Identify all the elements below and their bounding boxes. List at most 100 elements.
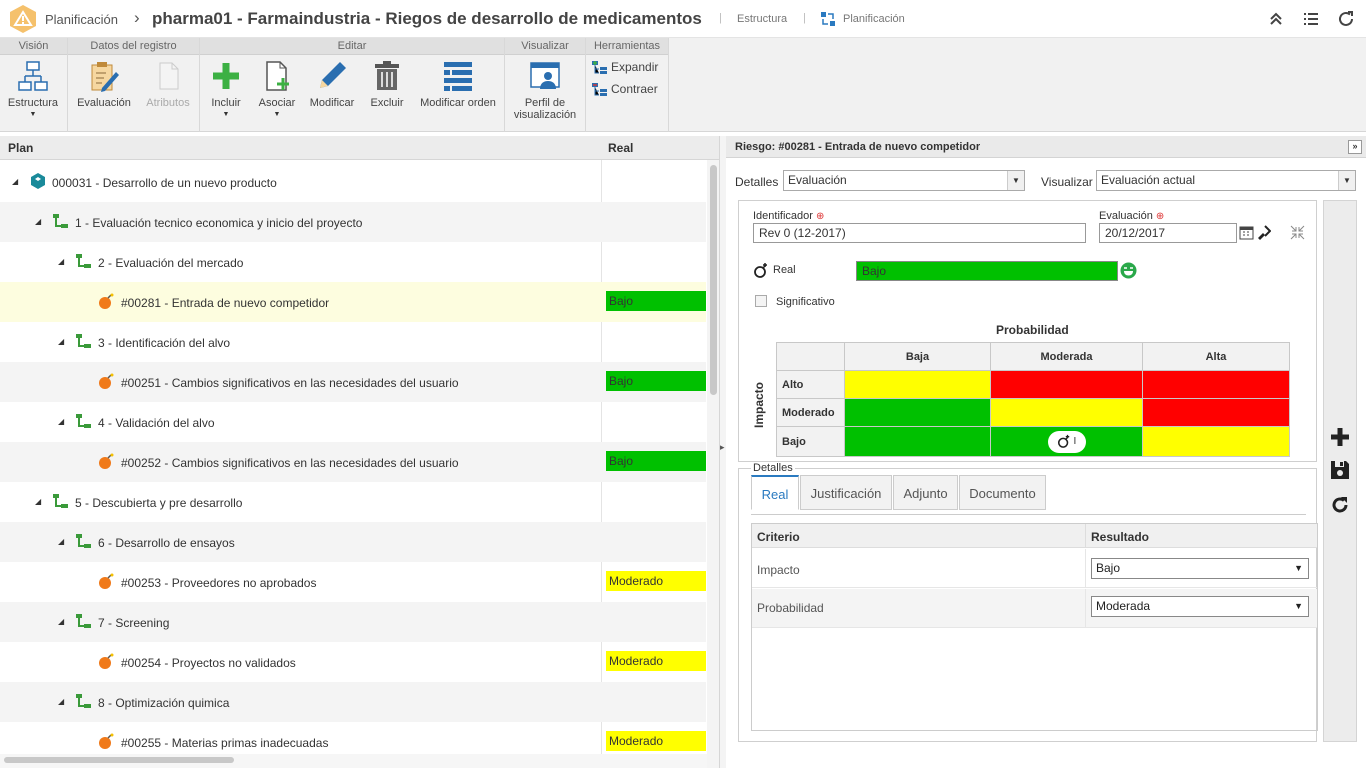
column-header-real[interactable]: Real bbox=[608, 141, 634, 155]
clear-brush-icon[interactable] bbox=[1256, 225, 1271, 240]
atributos-button[interactable]: Atributos bbox=[140, 60, 196, 109]
collapse-arrow-icon[interactable]: ◢ bbox=[12, 177, 19, 186]
probabilidad-select[interactable]: Moderada ▼ bbox=[1091, 596, 1309, 617]
tab-justificacion[interactable]: Justificación bbox=[800, 475, 892, 510]
breadcrumb-separator: › bbox=[134, 8, 140, 27]
attributes-icon bbox=[159, 62, 179, 90]
current-risk-marker: I bbox=[1047, 430, 1086, 453]
tree-row[interactable]: ◢ 7 - Screening bbox=[0, 602, 706, 642]
pane-splitter[interactable]: ▸ bbox=[720, 136, 726, 768]
incluir-button[interactable]: Incluir ▼ bbox=[206, 60, 246, 118]
tree-row[interactable]: ◢ 6 - Desarrollo de ensayos bbox=[0, 522, 706, 562]
collapse-arrow-icon[interactable]: ◢ bbox=[58, 257, 65, 266]
link-estructura[interactable]: Estructura bbox=[737, 13, 788, 25]
collapse-arrow-icon[interactable]: ◢ bbox=[58, 417, 65, 426]
column-header-plan[interactable]: Plan bbox=[8, 141, 34, 155]
tab-documento[interactable]: Documento bbox=[959, 475, 1046, 510]
significativo-checkbox[interactable] bbox=[755, 295, 767, 307]
impacto-select[interactable]: Bajo ▼ bbox=[1091, 558, 1309, 579]
asociar-button[interactable]: Asociar ▼ bbox=[254, 60, 300, 118]
risk-matrix: Baja Moderada Alta Alto Moderado Bajo bbox=[776, 342, 1290, 457]
matrix-cell[interactable] bbox=[844, 426, 991, 457]
plus-icon bbox=[213, 63, 239, 89]
list-icon[interactable] bbox=[1302, 10, 1320, 28]
tree-row[interactable]: ◢ 5 - Descubierta y pre desarrollo bbox=[0, 482, 706, 522]
calendar-icon[interactable] bbox=[1239, 225, 1254, 240]
excluir-button[interactable]: Excluir bbox=[366, 60, 408, 109]
collapse-arrow-icon[interactable]: ◢ bbox=[58, 697, 65, 706]
impacto-title: Impacto bbox=[752, 381, 767, 429]
app-name[interactable]: Planificación bbox=[45, 12, 118, 27]
refresh-icon[interactable] bbox=[1330, 495, 1350, 515]
panel-header: Riesgo: #00281 - Entrada de nuevo compet… bbox=[726, 136, 1366, 158]
column-header-criterio: Criterio bbox=[757, 530, 800, 544]
collapse-arrow-icon[interactable]: ◢ bbox=[58, 537, 65, 546]
perfil-visualizacion-button[interactable]: Perfil de visualización bbox=[509, 60, 581, 121]
evaluacion-button[interactable]: Evaluación bbox=[74, 60, 134, 109]
tree-row[interactable]: #00254 - Proyectos no validados Moderado bbox=[0, 642, 706, 682]
tree-row[interactable]: #00251 - Cambios significativos en las n… bbox=[0, 362, 706, 402]
collapse-up-icon[interactable] bbox=[1267, 10, 1285, 28]
estructura-button[interactable]: Estructura ▼ bbox=[2, 60, 64, 118]
tree-row[interactable]: ◢ 000031 - Desarrollo de un nuevo produc… bbox=[0, 162, 706, 202]
vertical-scroll-thumb[interactable] bbox=[710, 165, 717, 395]
tree-row[interactable]: #00253 - Proveedores no aprobados Modera… bbox=[0, 562, 706, 602]
matrix-cell[interactable] bbox=[1142, 370, 1290, 399]
matrix-row-header: Alto bbox=[776, 370, 845, 399]
collapse-arrow-icon[interactable]: ◢ bbox=[58, 617, 65, 626]
collapse-arrow-icon[interactable]: ◢ bbox=[58, 337, 65, 346]
page-title: pharma01 - Farmaindustria - Riegos de de… bbox=[152, 9, 702, 28]
tree-row[interactable]: ◢ 2 - Evaluación del mercado bbox=[0, 242, 706, 282]
ribbon-group-datos: Datos del registro Evaluación Atributos bbox=[68, 38, 200, 132]
visualizar-select[interactable]: Evaluación actual ▼ bbox=[1096, 170, 1356, 191]
horizontal-scroll-thumb[interactable] bbox=[4, 757, 234, 763]
matrix-cell-current[interactable]: I bbox=[990, 426, 1143, 457]
tree-row[interactable]: #00255 - Materias primas inadecuadas Mod… bbox=[0, 722, 706, 762]
tree-row[interactable]: ◢ 4 - Validación del alvo bbox=[0, 402, 706, 442]
ribbon-group-visualizar: Visualizar Perfil de visualización bbox=[505, 38, 586, 132]
refresh-icon[interactable] bbox=[1337, 10, 1355, 28]
column-divider bbox=[1085, 589, 1086, 628]
matrix-cell[interactable] bbox=[844, 398, 991, 427]
collapse-arrows-icon[interactable] bbox=[1290, 225, 1305, 240]
identificador-input[interactable]: Rev 0 (12-2017) bbox=[753, 223, 1086, 243]
tree-header: Plan Real bbox=[0, 136, 719, 160]
reorder-icon bbox=[444, 62, 472, 91]
tree-row[interactable]: #00252 - Cambios significativos en las n… bbox=[0, 442, 706, 482]
tree-row[interactable]: ◢ 1 - Evaluación tecnico economica y ini… bbox=[0, 202, 706, 242]
link-planificacion[interactable]: Planificación bbox=[843, 13, 905, 25]
matrix-col-header: Alta bbox=[1142, 342, 1290, 371]
modificar-button[interactable]: Modificar bbox=[306, 60, 358, 109]
modificar-orden-button[interactable]: Modificar orden bbox=[416, 60, 500, 109]
splitter-arrow-icon[interactable]: ▸ bbox=[720, 442, 725, 452]
tab-real[interactable]: Real bbox=[751, 475, 799, 510]
matrix-cell[interactable] bbox=[1142, 426, 1290, 457]
risk-bomb-icon bbox=[99, 373, 114, 389]
risk-bomb-icon bbox=[99, 733, 114, 749]
column-header-resultado: Resultado bbox=[1091, 530, 1150, 544]
add-icon[interactable] bbox=[1330, 427, 1350, 447]
collapse-arrow-icon[interactable]: ◢ bbox=[35, 497, 42, 506]
collapse-panel-button[interactable]: » bbox=[1348, 140, 1362, 154]
detalles-select[interactable]: Evaluación ▼ bbox=[783, 170, 1025, 191]
criterio-cell: Impacto bbox=[757, 563, 800, 577]
tree-row-selected[interactable]: #00281 - Entrada de nuevo competidor Baj… bbox=[0, 282, 706, 322]
tabs-underline bbox=[751, 514, 1306, 515]
expandir-button[interactable]: Expandir bbox=[592, 60, 658, 75]
matrix-cell[interactable] bbox=[990, 398, 1143, 427]
tree-row[interactable]: ◢ 3 - Identificación del alvo bbox=[0, 322, 706, 362]
tree-row[interactable]: ◢ 8 - Optimización quimica bbox=[0, 682, 706, 722]
contraer-button[interactable]: Contraer bbox=[592, 82, 658, 97]
collapse-arrow-icon[interactable]: ◢ bbox=[35, 217, 42, 226]
evaluacion-date-input[interactable]: 20/12/2017 bbox=[1099, 223, 1237, 243]
chevron-down-icon: ▼ bbox=[1338, 171, 1355, 190]
matrix-cell[interactable] bbox=[990, 370, 1143, 399]
matrix-cell[interactable] bbox=[1142, 398, 1290, 427]
tab-adjunto[interactable]: Adjunto bbox=[893, 475, 958, 510]
save-icon[interactable] bbox=[1330, 460, 1350, 480]
matrix-cell[interactable] bbox=[844, 370, 991, 399]
ribbon-group-herramientas: Herramientas Expandir Contraer bbox=[586, 38, 669, 132]
ribbon-group-editar: Editar Incluir ▼ Asociar ▼ Modificar Exc… bbox=[200, 38, 505, 132]
probabilidad-title: Probabilidad bbox=[996, 323, 1069, 337]
side-action-bar bbox=[1323, 200, 1357, 742]
